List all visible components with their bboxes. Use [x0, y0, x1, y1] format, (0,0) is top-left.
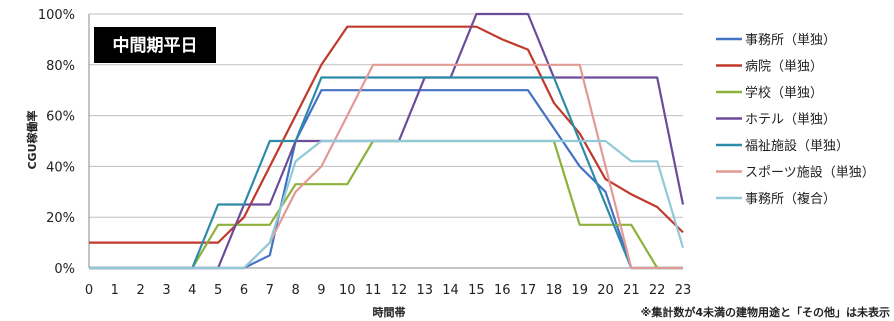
gridlines	[89, 13, 683, 218]
legend-label: スポーツ施設（単独）	[745, 165, 875, 181]
legend-label: 病院（単独）	[745, 59, 823, 75]
y-tick-labels: 0% 20% 40% 60% 80% 100%	[38, 8, 75, 277]
x-tick-label: 3	[162, 283, 170, 298]
x-tick-label: 1	[111, 283, 119, 298]
x-tick-label: 4	[188, 283, 196, 298]
x-tick-label: 20	[597, 283, 614, 298]
x-tick-label: 21	[623, 283, 640, 298]
x-tick-label: 12	[391, 283, 408, 298]
x-tick-label: 8	[291, 283, 299, 298]
chart-title: 中間期平日	[113, 35, 198, 56]
x-tick-label: 6	[240, 283, 248, 298]
series-line	[89, 76, 683, 270]
legend-label: 事務所（複合）	[745, 191, 836, 207]
x-tick-label: 16	[494, 283, 511, 298]
x-tick-label: 14	[442, 283, 459, 298]
footnote: ※集計数が4未満の建物用途と「その他」は未表示	[641, 305, 890, 319]
x-tick-label: 9	[317, 283, 325, 298]
y-tick-label: 60%	[46, 110, 75, 125]
legend: 事務所（単独） 病院（単独） 学校（単独） ホテル（単独） 福祉施設（単独） スポーツ施設…	[716, 32, 875, 207]
x-tick-label: 22	[649, 283, 666, 298]
x-tick-label: 2	[137, 283, 145, 298]
legend-label: ホテル（単独）	[745, 112, 836, 128]
chart-title-background	[94, 27, 216, 63]
x-tick-label: 19	[571, 283, 588, 298]
y-tick-label: 100%	[38, 8, 75, 23]
x-tick-label: 7	[266, 283, 274, 298]
x-tick-labels: 0 1 2 3 4 5 6 7 8 9 10 11 12 13 14 15 16 17 18 19 20 21 22 23	[85, 283, 691, 298]
series-lines	[89, 12, 685, 270]
y-tick-label: 20%	[46, 211, 75, 226]
chart-title-badge: 中間期平日	[94, 27, 216, 63]
y-tick-label: 40%	[46, 160, 75, 175]
legend-label: 学校（単独）	[745, 85, 823, 101]
y-tick-label: 0%	[54, 262, 75, 277]
x-tick-label: 15	[468, 283, 485, 298]
series-line	[89, 139, 685, 270]
legend-label: 事務所（単独）	[745, 32, 836, 48]
x-tick-label: 5	[214, 283, 222, 298]
y-tick-label: 80%	[46, 59, 75, 74]
x-axis-title: 時間帯	[373, 305, 406, 319]
x-tick-label: 10	[339, 283, 356, 298]
x-tick-label: 0	[85, 283, 93, 298]
x-tick-label: 18	[546, 283, 563, 298]
x-tick-label: 11	[365, 283, 382, 298]
legend-label: 福祉施設（単独）	[745, 138, 849, 154]
x-tick-label: 23	[675, 283, 692, 298]
x-tick-label: 17	[520, 283, 537, 298]
y-axis-title: CGU稼働率	[25, 110, 39, 169]
x-tick-label: 13	[416, 283, 433, 298]
